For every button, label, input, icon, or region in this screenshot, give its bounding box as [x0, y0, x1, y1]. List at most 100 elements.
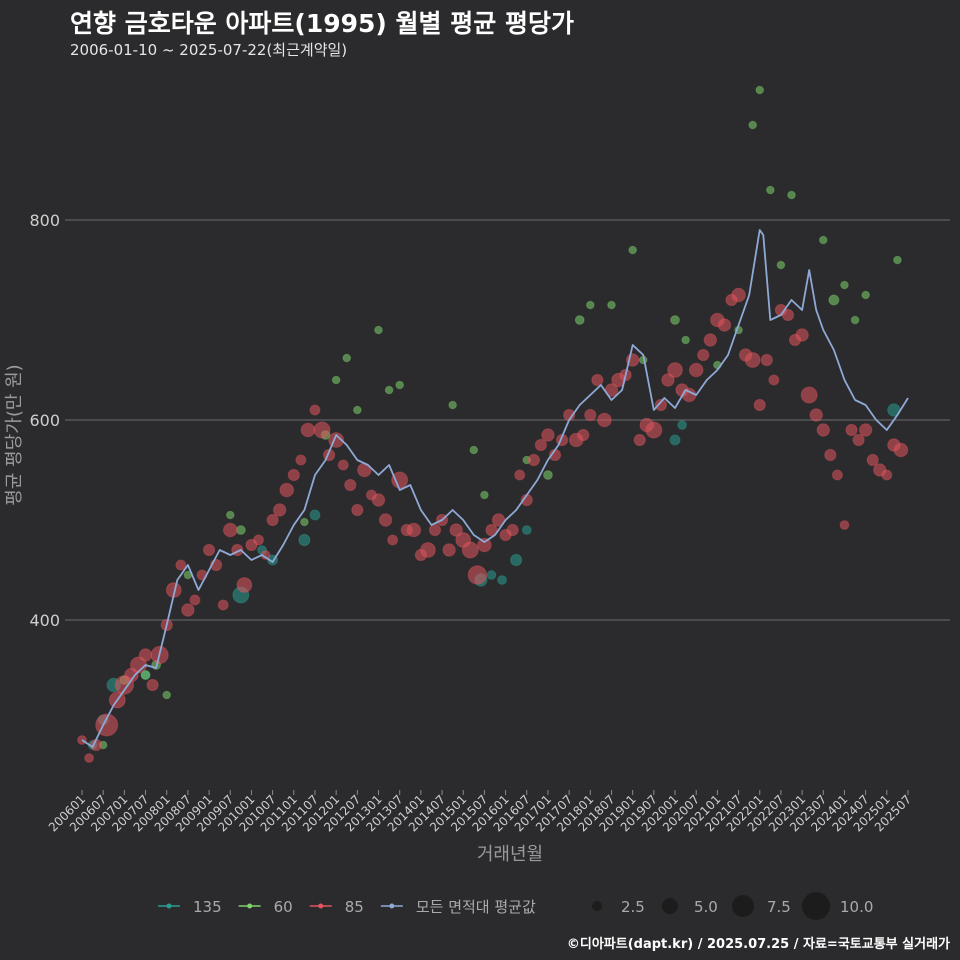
point-85 — [279, 482, 295, 498]
point-85 — [816, 423, 830, 437]
point-85 — [181, 603, 195, 617]
size-legend-circle — [732, 895, 754, 917]
x-axis: 2006012006072007012007072008012008072009… — [46, 790, 914, 835]
point-85 — [717, 318, 732, 332]
size-legend-label: 2.5 — [621, 898, 645, 916]
point-85 — [781, 308, 795, 322]
point-85 — [591, 373, 604, 387]
size-legend-item-3: 10.0 — [802, 892, 873, 920]
point-135 — [669, 434, 681, 446]
point-85 — [461, 541, 479, 559]
y-axis: 400 600 800 — [29, 211, 60, 630]
y-tick-label: 400 — [29, 611, 60, 630]
x-axis-label: 거래년월 — [477, 844, 543, 865]
legend-label: 135 — [193, 898, 222, 916]
point-85 — [477, 537, 492, 553]
point-60 — [374, 325, 383, 335]
size-legend-item-0: 2.5 — [592, 898, 645, 916]
point-85 — [222, 522, 238, 538]
legend-item-1: 60 — [238, 898, 293, 916]
point-85 — [534, 438, 547, 452]
point-85 — [138, 648, 153, 662]
point-85 — [217, 599, 229, 611]
point-85 — [584, 408, 597, 422]
point-85 — [420, 542, 436, 558]
point-85 — [703, 333, 718, 347]
point-135 — [309, 509, 321, 521]
point-85 — [768, 374, 780, 386]
point-85 — [800, 386, 818, 404]
point-135 — [510, 553, 523, 567]
size-legend-label: 7.5 — [767, 898, 791, 916]
point-60 — [818, 235, 828, 245]
y-tick-label: 800 — [29, 211, 60, 230]
point-85 — [845, 423, 858, 437]
legend-swatch-dot — [247, 903, 253, 909]
point-135 — [521, 525, 532, 535]
legend: 135 60 85 모든 면적대 평균값 2.5 5.0 7.5 10.0 — [158, 892, 873, 920]
size-legend-item-1: 5.0 — [662, 898, 718, 916]
legend-swatch-dot — [166, 903, 172, 909]
point-85 — [667, 362, 683, 378]
point-85 — [858, 423, 873, 437]
grid-lines — [65, 219, 950, 621]
legend-item-2: 85 — [309, 898, 364, 916]
point-85 — [527, 453, 540, 467]
point-60 — [342, 353, 352, 363]
point-85 — [731, 287, 746, 303]
point-85 — [839, 520, 850, 530]
point-60 — [861, 290, 870, 300]
point-60 — [235, 525, 246, 535]
point-85 — [893, 442, 909, 458]
point-85 — [485, 523, 498, 537]
point-85 — [506, 523, 519, 537]
point-85 — [753, 398, 766, 412]
legend-item-3: 모든 면적대 평균값 — [380, 898, 536, 916]
point-85 — [881, 469, 893, 481]
point-60 — [469, 445, 479, 455]
point-60 — [607, 300, 616, 310]
point-135 — [677, 420, 687, 430]
chart-title: 연향 금호타운 아파트(1995) 월별 평균 평당가 — [70, 9, 574, 38]
point-85 — [309, 404, 321, 416]
point-60 — [628, 245, 637, 255]
point-85 — [300, 422, 316, 438]
legend-swatch-dot — [389, 903, 395, 909]
point-85 — [236, 577, 253, 593]
size-legend-label: 5.0 — [694, 898, 718, 916]
point-85 — [252, 534, 264, 546]
point-85 — [654, 398, 668, 412]
point-85 — [202, 543, 216, 557]
point-60 — [162, 690, 172, 700]
point-85 — [272, 503, 287, 517]
point-85 — [313, 421, 331, 439]
point-60 — [748, 120, 757, 130]
size-legend-circle — [662, 898, 678, 914]
point-60 — [893, 255, 902, 265]
point-85 — [295, 454, 307, 466]
point-85 — [661, 373, 675, 387]
point-85 — [760, 353, 773, 367]
point-60 — [586, 300, 595, 310]
point-85 — [645, 421, 663, 439]
point-85 — [449, 523, 463, 537]
point-60 — [828, 294, 840, 306]
size-legend-circle — [802, 892, 830, 920]
point-85 — [688, 362, 704, 378]
point-60 — [543, 470, 553, 480]
point-60 — [353, 405, 362, 415]
point-60 — [755, 85, 765, 95]
point-60 — [225, 510, 235, 520]
point-85 — [597, 412, 612, 428]
point-60 — [384, 385, 394, 395]
point-60 — [300, 517, 309, 527]
point-85 — [371, 493, 386, 507]
point-85 — [344, 478, 357, 492]
point-85 — [541, 428, 555, 442]
point-85 — [852, 433, 865, 447]
point-85 — [337, 459, 349, 471]
point-60 — [850, 315, 860, 325]
point-135 — [298, 533, 311, 547]
point-85 — [514, 469, 526, 481]
